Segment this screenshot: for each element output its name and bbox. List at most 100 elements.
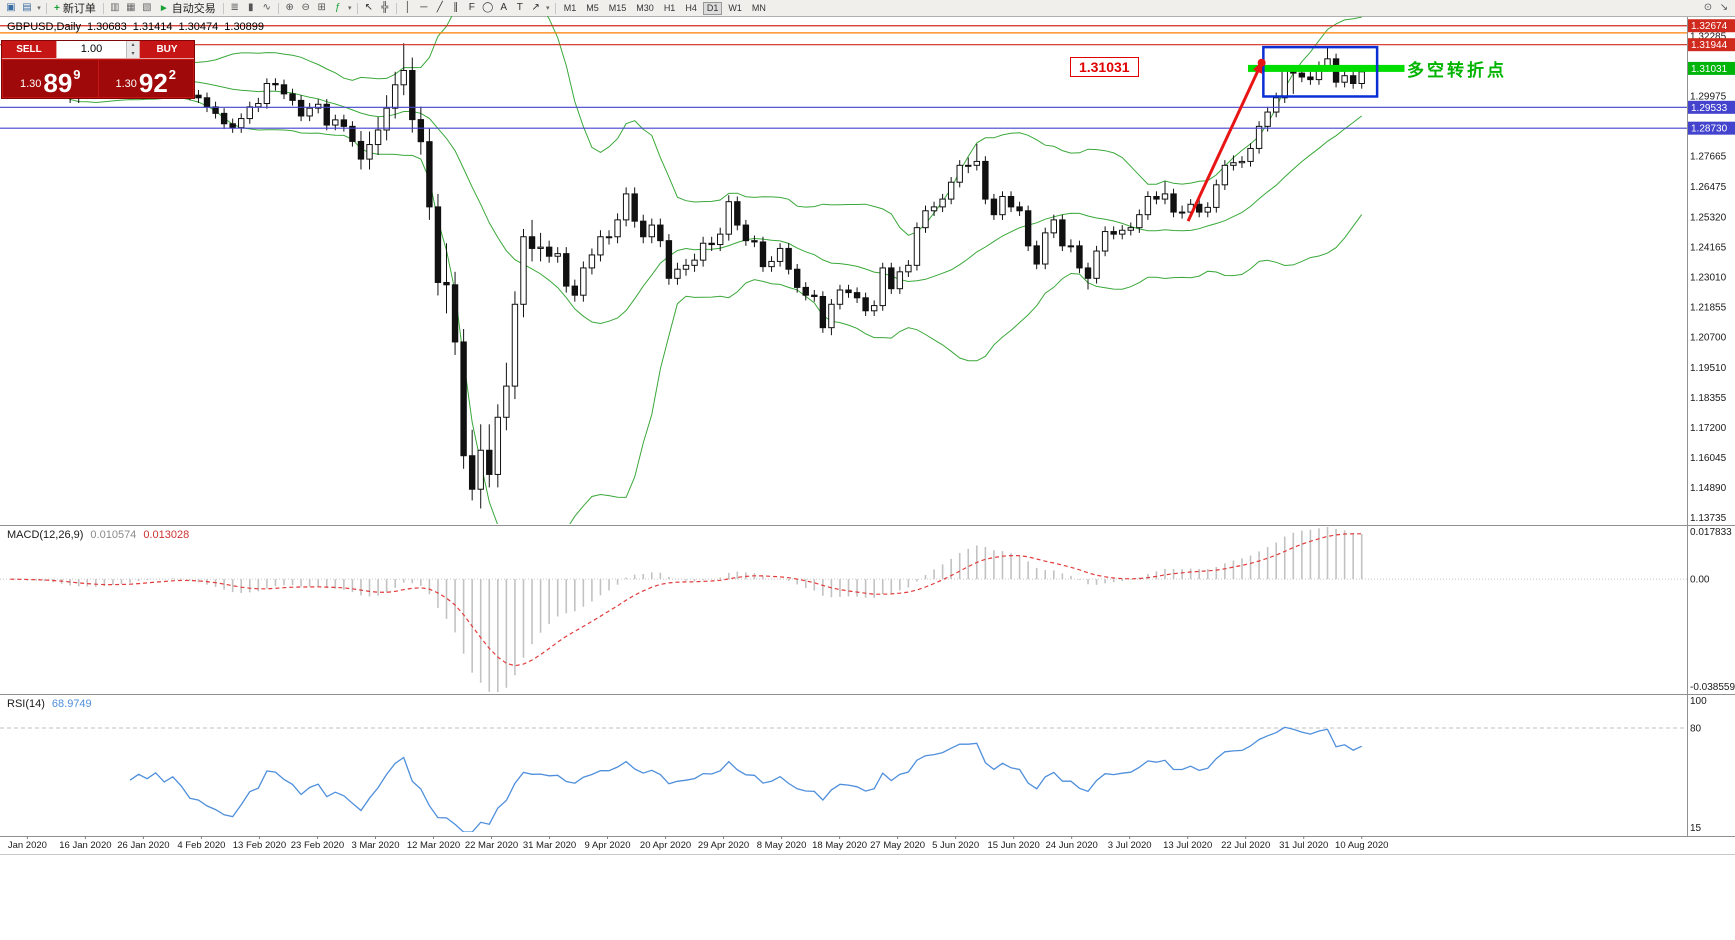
- rsi-scale-label: 15: [1690, 823, 1702, 834]
- bars-chart-type-icon[interactable]: ≣: [230, 2, 239, 13]
- arrow-tip-dot: [1257, 58, 1266, 67]
- price-scale-label: 1.32285: [1690, 31, 1727, 42]
- macd-scale-label: 0.00: [1690, 575, 1710, 586]
- main-plot[interactable]: [7, 0, 1365, 544]
- toolbar-separator: [222, 2, 224, 14]
- timeframe-m1[interactable]: M1: [560, 2, 581, 15]
- price-marker-value: 1.29533: [1691, 103, 1728, 114]
- data-window-icon[interactable]: ▦: [126, 2, 136, 13]
- zoom-in-icon[interactable]: ⊕: [285, 2, 294, 13]
- rsi-scale-label: 80: [1690, 724, 1702, 735]
- timeframe-d1[interactable]: D1: [702, 1, 723, 15]
- crosshair-icon[interactable]: ╬: [381, 2, 389, 13]
- price-scale-label: 1.18355: [1690, 393, 1727, 404]
- text-label-icon[interactable]: T: [516, 2, 523, 13]
- price-level-label[interactable]: 1.31031: [1069, 57, 1139, 78]
- timeframe-m5[interactable]: M5: [582, 2, 603, 15]
- price-scale-label: 1.29975: [1690, 91, 1727, 102]
- consolidation-rectangle[interactable]: [1262, 45, 1379, 98]
- price-scale[interactable]: 1.32285 1.29975 1.27665 1.26475 1.25320 1.241…: [1688, 19, 1735, 524]
- volume-increase-button[interactable]: ▴: [127, 41, 139, 50]
- autotrading-button[interactable]: ► 自动交易: [155, 1, 220, 16]
- ellipse-icon[interactable]: ◯: [482, 2, 494, 13]
- price-marker-value: 1.31944: [1691, 40, 1728, 51]
- sell-price-big: 89: [43, 67, 73, 98]
- volume-field[interactable]: 1.00 ▴ ▾: [57, 41, 139, 58]
- date-label: 10 Aug 2020: [1335, 840, 1388, 851]
- new-chart-caret-icon[interactable]: ▾: [37, 5, 41, 12]
- terminal-icon[interactable]: ▣: [6, 2, 16, 13]
- price-scale-label: 1.20700: [1690, 332, 1727, 343]
- vertical-line-icon[interactable]: │: [404, 2, 411, 13]
- date-label: 9 Apr 2020: [585, 840, 631, 851]
- new-chart-icon[interactable]: ▤: [22, 2, 32, 13]
- horizontal-line-icon[interactable]: ─: [420, 2, 428, 13]
- low-value: 1.30474: [178, 21, 219, 33]
- turning-point-band[interactable]: [1247, 64, 1405, 72]
- buy-price-pip: 2: [168, 67, 177, 82]
- market-watch-icon[interactable]: ▥: [110, 2, 120, 13]
- price-scale-label: 1.17200: [1690, 423, 1727, 434]
- macd-scale-label: 0.017833: [1690, 527, 1732, 538]
- text-icon[interactable]: A: [500, 2, 508, 13]
- price-marker-value: 1.31031: [1691, 64, 1728, 75]
- buy-price-display[interactable]: 1.30 92 2: [98, 60, 193, 97]
- date-label: 3 Mar 2020: [351, 840, 399, 851]
- date-label: 3 Jul 2020: [1108, 840, 1152, 851]
- rsi-plot[interactable]: [0, 726, 1687, 832]
- sell-price-pip: 9: [73, 67, 81, 82]
- timeframe-mn[interactable]: MN: [748, 2, 770, 15]
- buy-button[interactable]: BUY: [139, 41, 194, 58]
- line-chart-type-icon[interactable]: ∿: [262, 2, 271, 13]
- toolbar-separator: [102, 2, 104, 14]
- timeframe-h4[interactable]: H4: [681, 2, 701, 15]
- toolbar-separator: [277, 2, 279, 14]
- price-scale-label: 1.14890: [1690, 483, 1727, 494]
- rsi-name: RSI(14): [7, 698, 45, 710]
- turning-point-text[interactable]: 多空转折点: [1407, 61, 1508, 81]
- time-axis[interactable]: Jan 2020 16 Jan 2020 26 Jan 2020 4 Feb 2020…: [8, 836, 1389, 851]
- cursor-icon[interactable]: ↖: [364, 2, 373, 13]
- candlestick-chart-type-icon[interactable]: ▮: [247, 2, 254, 13]
- buy-price-prefix: 1.30: [115, 78, 137, 90]
- date-label: 20 Apr 2020: [640, 840, 691, 851]
- date-label: 26 Jan 2020: [117, 840, 169, 851]
- zoom-out-icon[interactable]: ⊖: [301, 2, 310, 13]
- macd-signal-line: [10, 533, 1362, 667]
- bollinger-upper-band: [18, 16, 1362, 236]
- arrows-caret-icon[interactable]: ▾: [545, 5, 550, 12]
- volume-decrease-button[interactable]: ▾: [127, 49, 139, 58]
- price-marker-value: 1.28730: [1691, 124, 1728, 135]
- macd-indicator-title: MACD(12,26,9) 0.010574 0.013028: [7, 529, 189, 541]
- fibonacci-icon[interactable]: F: [468, 2, 475, 13]
- macd-plot[interactable]: [0, 527, 1687, 692]
- open-value: 1.30683: [86, 21, 127, 33]
- quick-search-icon[interactable]: ⊙: [1703, 2, 1713, 13]
- equidistant-channel-icon[interactable]: ∥: [453, 2, 459, 13]
- date-label: 16 Jan 2020: [59, 840, 111, 851]
- arrows-icon[interactable]: ↗: [531, 2, 540, 13]
- tile-windows-icon[interactable]: ⊞: [317, 2, 326, 13]
- rsi-value: 68.9749: [51, 698, 92, 710]
- trend-arrow[interactable]: [1186, 60, 1264, 222]
- trendline-icon[interactable]: ╱: [436, 2, 443, 13]
- timeframe-h1[interactable]: H1: [660, 2, 680, 15]
- timeframe-w1[interactable]: W1: [724, 2, 746, 15]
- chart-shift-icon[interactable]: ↘: [1719, 2, 1729, 13]
- price-scale-label: 1.23010: [1690, 272, 1727, 283]
- date-label: 22 Jul 2020: [1221, 840, 1270, 851]
- sell-price-display[interactable]: 1.30 89 9: [3, 60, 98, 97]
- indicators-caret-icon[interactable]: ▾: [347, 5, 352, 12]
- price-scale-label: 1.21855: [1690, 302, 1727, 313]
- navigator-icon[interactable]: ▧: [142, 2, 152, 13]
- indicators-icon[interactable]: ƒ: [334, 2, 341, 13]
- toolbar: ▣ ▤ ▾ + 新订单 ▥ ▦ ▧ ► 自动交易 ≣ ▮ ∿ ⊕ ⊖ ⊞ ƒ ▾ ↖ ╬ │ ─ ╱ ∥ F ◯ A T ↗ ▾ M1 M5 M…: [0, 0, 1735, 16]
- price-scale-label: 1.26475: [1690, 182, 1727, 193]
- new-order-button[interactable]: + 新订单: [50, 1, 100, 16]
- sell-button[interactable]: SELL: [2, 41, 57, 58]
- timeframe-m15[interactable]: M15: [605, 2, 631, 15]
- date-label: 31 Jul 2020: [1279, 840, 1328, 851]
- timeframe-m30[interactable]: M30: [632, 2, 658, 15]
- price-scale-label: 1.25320: [1690, 212, 1727, 223]
